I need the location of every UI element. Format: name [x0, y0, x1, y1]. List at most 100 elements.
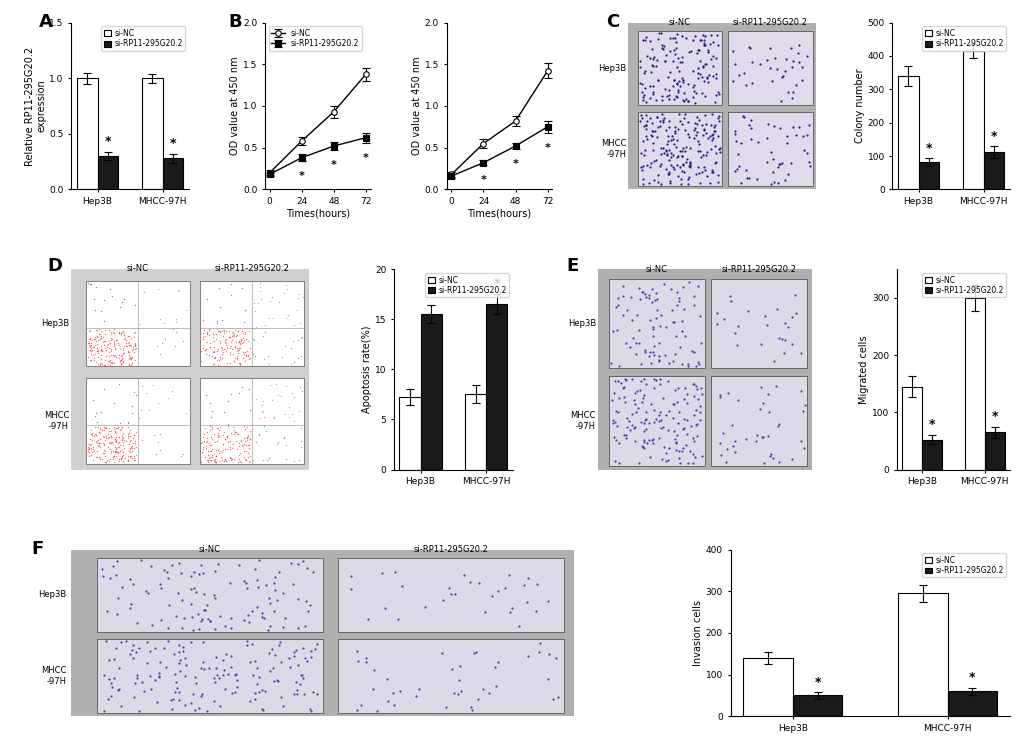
Point [674, 358, 690, 370]
Point [131, 642, 148, 654]
Point [195, 636, 211, 648]
Point [142, 670, 158, 682]
Point [634, 160, 650, 172]
Point [195, 339, 211, 351]
Point [115, 446, 131, 458]
Y-axis label: Invasion cells: Invasion cells [692, 600, 702, 666]
Point [206, 592, 222, 604]
Point [109, 446, 125, 458]
Point [637, 424, 653, 436]
Point [636, 346, 652, 358]
Point [199, 326, 215, 338]
Text: *: * [989, 130, 997, 143]
Point [93, 406, 109, 418]
Point [159, 635, 175, 647]
Point [105, 438, 121, 450]
Point [232, 338, 249, 350]
Point [207, 455, 223, 467]
Point [225, 428, 242, 440]
Point [217, 434, 233, 446]
Point [215, 330, 231, 342]
Point [471, 578, 487, 590]
Point [654, 421, 671, 433]
Point [112, 417, 128, 429]
Point [669, 86, 686, 98]
Point [217, 433, 233, 445]
Point [265, 312, 281, 324]
Bar [792, 695, 842, 716]
Point [90, 357, 106, 369]
Point [376, 602, 392, 615]
Point [738, 164, 754, 176]
Point [280, 411, 297, 423]
Point [649, 121, 665, 133]
Point [699, 46, 715, 58]
Point [416, 601, 432, 613]
Point [101, 436, 117, 448]
Point [627, 406, 643, 418]
Point [618, 432, 634, 444]
Point [742, 41, 758, 54]
Point [232, 333, 249, 345]
Point [651, 161, 667, 173]
Point [97, 354, 113, 366]
Point [214, 348, 230, 360]
Point [115, 440, 131, 452]
Point [99, 693, 115, 705]
Point [120, 345, 137, 357]
Point [114, 427, 130, 439]
Point [758, 318, 774, 330]
Point [765, 120, 782, 132]
Point [717, 455, 734, 467]
Point [369, 705, 385, 717]
Point [105, 445, 121, 457]
Point [175, 448, 192, 460]
Point [163, 559, 179, 572]
Point [643, 283, 659, 295]
Point [89, 429, 105, 441]
Point [234, 332, 251, 344]
Point [657, 145, 674, 157]
Point [214, 439, 230, 451]
Point [238, 345, 255, 357]
Point [247, 693, 263, 705]
Point [212, 351, 228, 363]
Point [200, 449, 216, 461]
Point [211, 672, 227, 684]
Point [255, 394, 271, 406]
Point [656, 55, 673, 67]
Point [699, 44, 715, 56]
Point [668, 78, 685, 90]
Point [618, 429, 634, 441]
Point [303, 704, 319, 716]
Point [530, 646, 546, 658]
Point [645, 173, 661, 185]
Point [228, 667, 245, 679]
Point [702, 29, 718, 41]
Text: Hep3B: Hep3B [568, 320, 595, 329]
Point [139, 636, 155, 648]
Point [691, 34, 707, 46]
Point [196, 323, 212, 336]
Point [289, 659, 306, 671]
Bar [162, 158, 183, 189]
Point [112, 423, 128, 435]
Point [801, 156, 817, 168]
Point [97, 434, 113, 446]
Point [91, 437, 107, 449]
Point [653, 42, 669, 54]
Point [109, 421, 125, 434]
Bar [962, 51, 982, 189]
Point [287, 676, 304, 688]
Point [213, 341, 229, 353]
Point [165, 692, 181, 704]
Point [645, 373, 661, 385]
Point [95, 437, 111, 449]
Point [199, 705, 215, 717]
Point [671, 292, 687, 304]
Point [128, 388, 145, 400]
Point [627, 434, 643, 446]
Point [621, 342, 637, 354]
Point [669, 150, 686, 162]
Point [206, 565, 222, 577]
